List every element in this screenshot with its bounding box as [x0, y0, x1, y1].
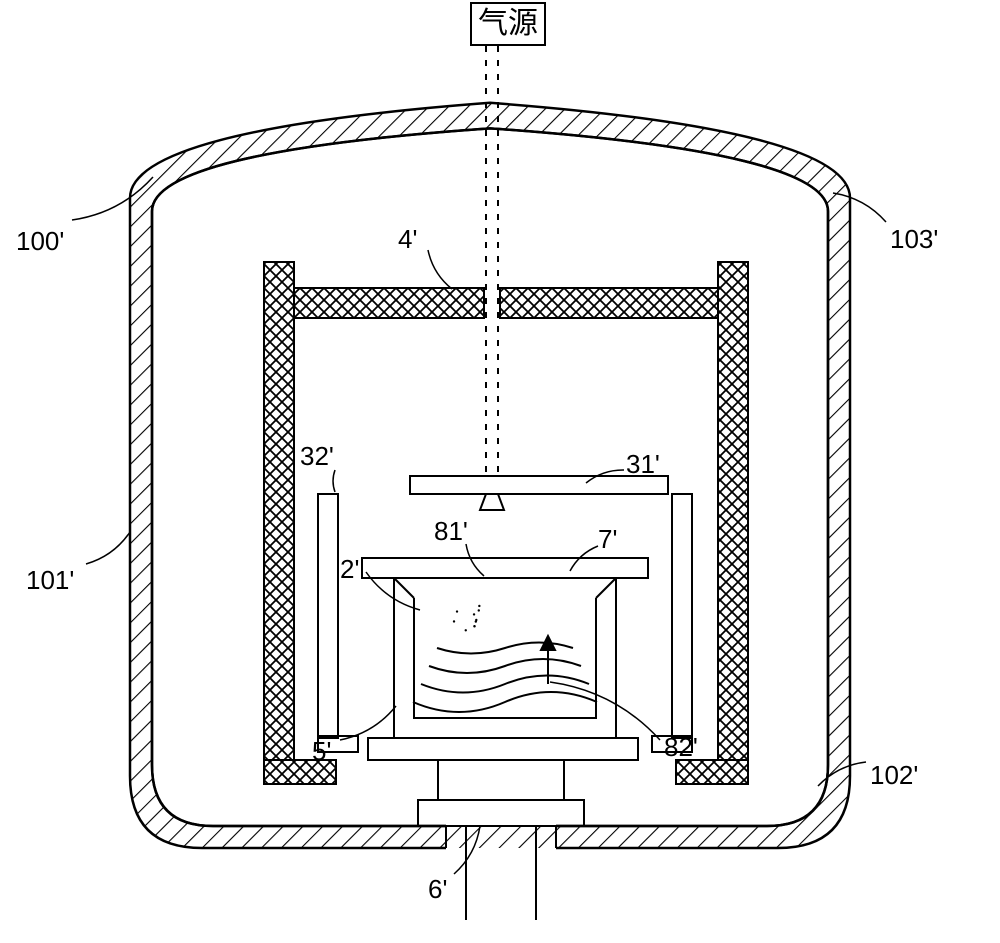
diagram-canvas [0, 0, 1000, 943]
callout-6p: 6' [428, 874, 447, 905]
callout-5p: 5' [312, 736, 331, 767]
callout-82p: 82' [664, 732, 698, 763]
callout-103p: 103' [890, 224, 938, 255]
callout-7p: 7' [598, 524, 617, 555]
callout-4p: 4' [398, 224, 417, 255]
callout-31p: 31' [626, 449, 660, 480]
callout-101p: 101' [26, 565, 74, 596]
callout-32p: 32' [300, 441, 334, 472]
callout-81p: 81' [434, 516, 468, 547]
callout-2p: 2' [340, 554, 359, 585]
callout-100p: 100' [16, 226, 64, 257]
insulation-frame [264, 262, 748, 784]
callout-102p: 102' [870, 760, 918, 791]
gas-source-label: 气源 [470, 2, 546, 46]
